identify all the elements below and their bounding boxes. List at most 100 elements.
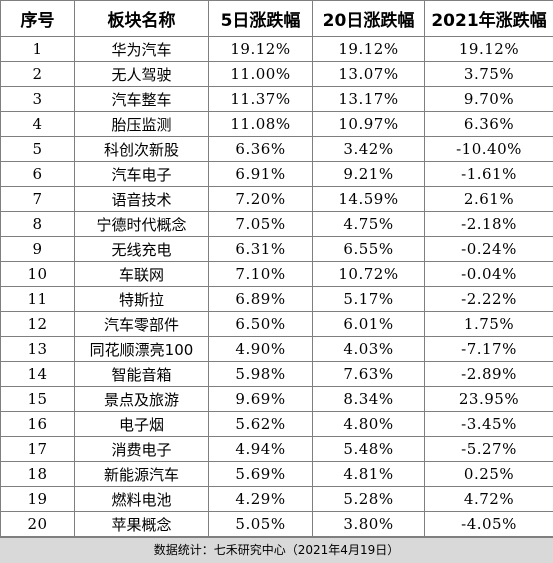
cell-sector-name: 景点及旅游 — [74, 386, 209, 412]
table-row: 19 燃料电池 4.29% 5.28% 4.72% — [0, 486, 553, 512]
cell-2021-change: 3.75% — [424, 61, 553, 87]
cell-5day-change: 7.05% — [208, 211, 313, 237]
cell-sector-name: 特斯拉 — [74, 286, 209, 312]
cell-5day-change: 5.69% — [208, 461, 313, 487]
header-20day-change: 20日涨跌幅 — [312, 0, 425, 37]
cell-20day-change: 10.97% — [312, 111, 425, 137]
cell-2021-change: -10.40% — [424, 136, 553, 162]
cell-5day-change: 19.12% — [208, 36, 313, 62]
cell-index: 3 — [0, 86, 75, 112]
cell-sector-name: 车联网 — [74, 261, 209, 287]
cell-index: 15 — [0, 386, 75, 412]
cell-sector-name: 汽车零部件 — [74, 311, 209, 337]
cell-2021-change: -2.22% — [424, 286, 553, 312]
cell-20day-change: 7.63% — [312, 361, 425, 387]
cell-index: 11 — [0, 286, 75, 312]
cell-20day-change: 3.80% — [312, 511, 425, 537]
cell-20day-change: 5.48% — [312, 436, 425, 462]
table-row: 9 无线充电 6.31% 6.55% -0.24% — [0, 236, 553, 262]
table-row: 1 华为汽车 19.12% 19.12% 19.12% — [0, 36, 553, 62]
cell-5day-change: 5.98% — [208, 361, 313, 387]
cell-sector-name: 新能源汽车 — [74, 461, 209, 487]
cell-index: 17 — [0, 436, 75, 462]
table-row: 6 汽车电子 6.91% 9.21% -1.61% — [0, 161, 553, 187]
cell-20day-change: 13.07% — [312, 61, 425, 87]
cell-20day-change: 13.17% — [312, 86, 425, 112]
table-row: 20 苹果概念 5.05% 3.80% -4.05% — [0, 511, 553, 537]
cell-20day-change: 14.59% — [312, 186, 425, 212]
cell-20day-change: 9.21% — [312, 161, 425, 187]
table-row: 13 同花顺漂亮100 4.90% 4.03% -7.17% — [0, 336, 553, 362]
cell-5day-change: 4.29% — [208, 486, 313, 512]
cell-2021-change: 6.36% — [424, 111, 553, 137]
cell-20day-change: 6.55% — [312, 236, 425, 262]
cell-2021-change: -2.18% — [424, 211, 553, 237]
cell-index: 18 — [0, 461, 75, 487]
cell-sector-name: 宁德时代概念 — [74, 211, 209, 237]
cell-5day-change: 9.69% — [208, 386, 313, 412]
cell-2021-change: 19.12% — [424, 36, 553, 62]
cell-5day-change: 11.00% — [208, 61, 313, 87]
header-5day-change: 5日涨跌幅 — [208, 0, 313, 37]
cell-2021-change: -1.61% — [424, 161, 553, 187]
cell-20day-change: 10.72% — [312, 261, 425, 287]
table-row: 10 车联网 7.10% 10.72% -0.04% — [0, 261, 553, 287]
cell-sector-name: 电子烟 — [74, 411, 209, 437]
cell-20day-change: 5.17% — [312, 286, 425, 312]
cell-sector-name: 科创次新股 — [74, 136, 209, 162]
table-row: 12 汽车零部件 6.50% 6.01% 1.75% — [0, 311, 553, 337]
cell-5day-change: 6.91% — [208, 161, 313, 187]
header-row: 序号 板块名称 5日涨跌幅 20日涨跌幅 2021年涨跌幅 — [0, 0, 553, 37]
cell-5day-change: 4.90% — [208, 336, 313, 362]
table-row: 7 语音技术 7.20% 14.59% 2.61% — [0, 186, 553, 212]
cell-20day-change: 3.42% — [312, 136, 425, 162]
header-2021-change: 2021年涨跌幅 — [424, 0, 553, 37]
cell-2021-change: 9.70% — [424, 86, 553, 112]
table-row: 17 消费电子 4.94% 5.48% -5.27% — [0, 436, 553, 462]
cell-20day-change: 4.75% — [312, 211, 425, 237]
cell-sector-name: 同花顺漂亮100 — [74, 336, 209, 362]
table-row: 16 电子烟 5.62% 4.80% -3.45% — [0, 411, 553, 437]
cell-sector-name: 胎压监测 — [74, 111, 209, 137]
cell-2021-change: -0.24% — [424, 236, 553, 262]
cell-5day-change: 6.36% — [208, 136, 313, 162]
cell-sector-name: 消费电子 — [74, 436, 209, 462]
table-row: 3 汽车整车 11.37% 13.17% 9.70% — [0, 86, 553, 112]
cell-2021-change: -4.05% — [424, 511, 553, 537]
cell-index: 9 — [0, 236, 75, 262]
cell-sector-name: 苹果概念 — [74, 511, 209, 537]
cell-index: 5 — [0, 136, 75, 162]
cell-index: 6 — [0, 161, 75, 187]
cell-index: 14 — [0, 361, 75, 387]
cell-2021-change: 0.25% — [424, 461, 553, 487]
cell-sector-name: 智能音箱 — [74, 361, 209, 387]
table-row: 5 科创次新股 6.36% 3.42% -10.40% — [0, 136, 553, 162]
cell-2021-change: -2.89% — [424, 361, 553, 387]
cell-5day-change: 7.10% — [208, 261, 313, 287]
cell-index: 8 — [0, 211, 75, 237]
table-row: 8 宁德时代概念 7.05% 4.75% -2.18% — [0, 211, 553, 237]
cell-5day-change: 6.89% — [208, 286, 313, 312]
cell-5day-change: 6.50% — [208, 311, 313, 337]
data-source-footer: 数据统计：七禾研究中心（2021年4月19日） — [0, 537, 553, 563]
cell-index: 13 — [0, 336, 75, 362]
cell-index: 2 — [0, 61, 75, 87]
cell-20day-change: 4.03% — [312, 336, 425, 362]
cell-sector-name: 华为汽车 — [74, 36, 209, 62]
cell-2021-change: 23.95% — [424, 386, 553, 412]
cell-sector-name: 无人驾驶 — [74, 61, 209, 87]
cell-sector-name: 汽车电子 — [74, 161, 209, 187]
cell-2021-change: 2.61% — [424, 186, 553, 212]
table-row: 18 新能源汽车 5.69% 4.81% 0.25% — [0, 461, 553, 487]
cell-sector-name: 语音技术 — [74, 186, 209, 212]
header-index: 序号 — [0, 0, 75, 37]
cell-index: 19 — [0, 486, 75, 512]
cell-20day-change: 6.01% — [312, 311, 425, 337]
cell-5day-change: 5.05% — [208, 511, 313, 537]
cell-20day-change: 4.80% — [312, 411, 425, 437]
cell-20day-change: 19.12% — [312, 36, 425, 62]
cell-2021-change: -0.04% — [424, 261, 553, 287]
table-row: 4 胎压监测 11.08% 10.97% 6.36% — [0, 111, 553, 137]
cell-5day-change: 7.20% — [208, 186, 313, 212]
cell-2021-change: -7.17% — [424, 336, 553, 362]
